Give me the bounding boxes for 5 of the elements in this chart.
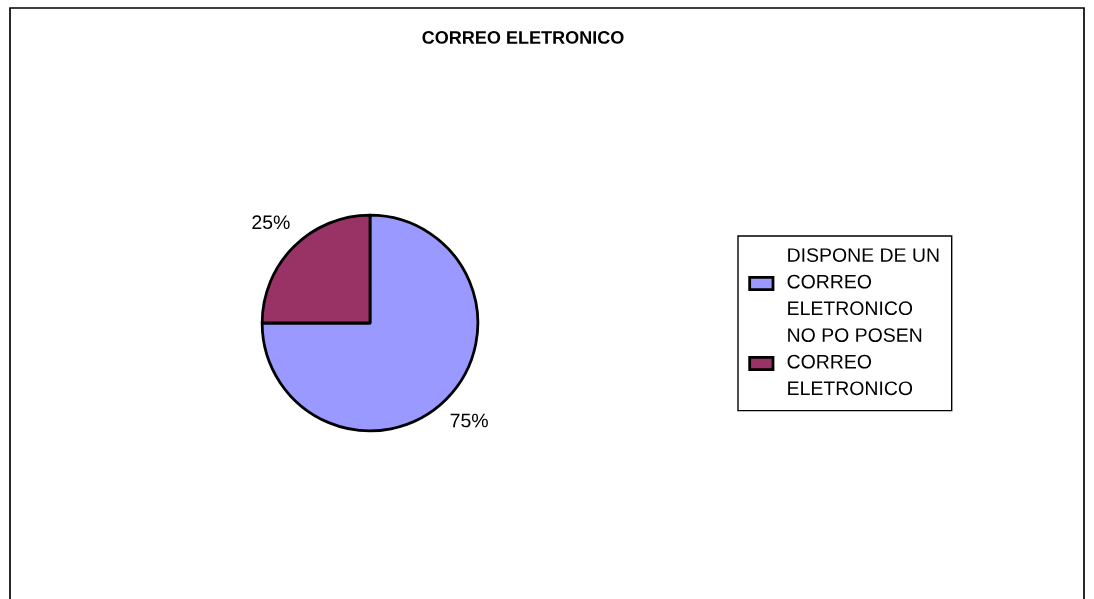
chart-title: CORREO ELETRONICO	[422, 31, 624, 44]
legend-label: DISPONE DE UN CORREO ELETRONICO	[787, 248, 939, 316]
data-label: 75%	[450, 413, 488, 428]
data-label: 25%	[252, 215, 290, 230]
legend-label: NO PO POSEN CORREO ELETRONICO	[787, 328, 922, 396]
